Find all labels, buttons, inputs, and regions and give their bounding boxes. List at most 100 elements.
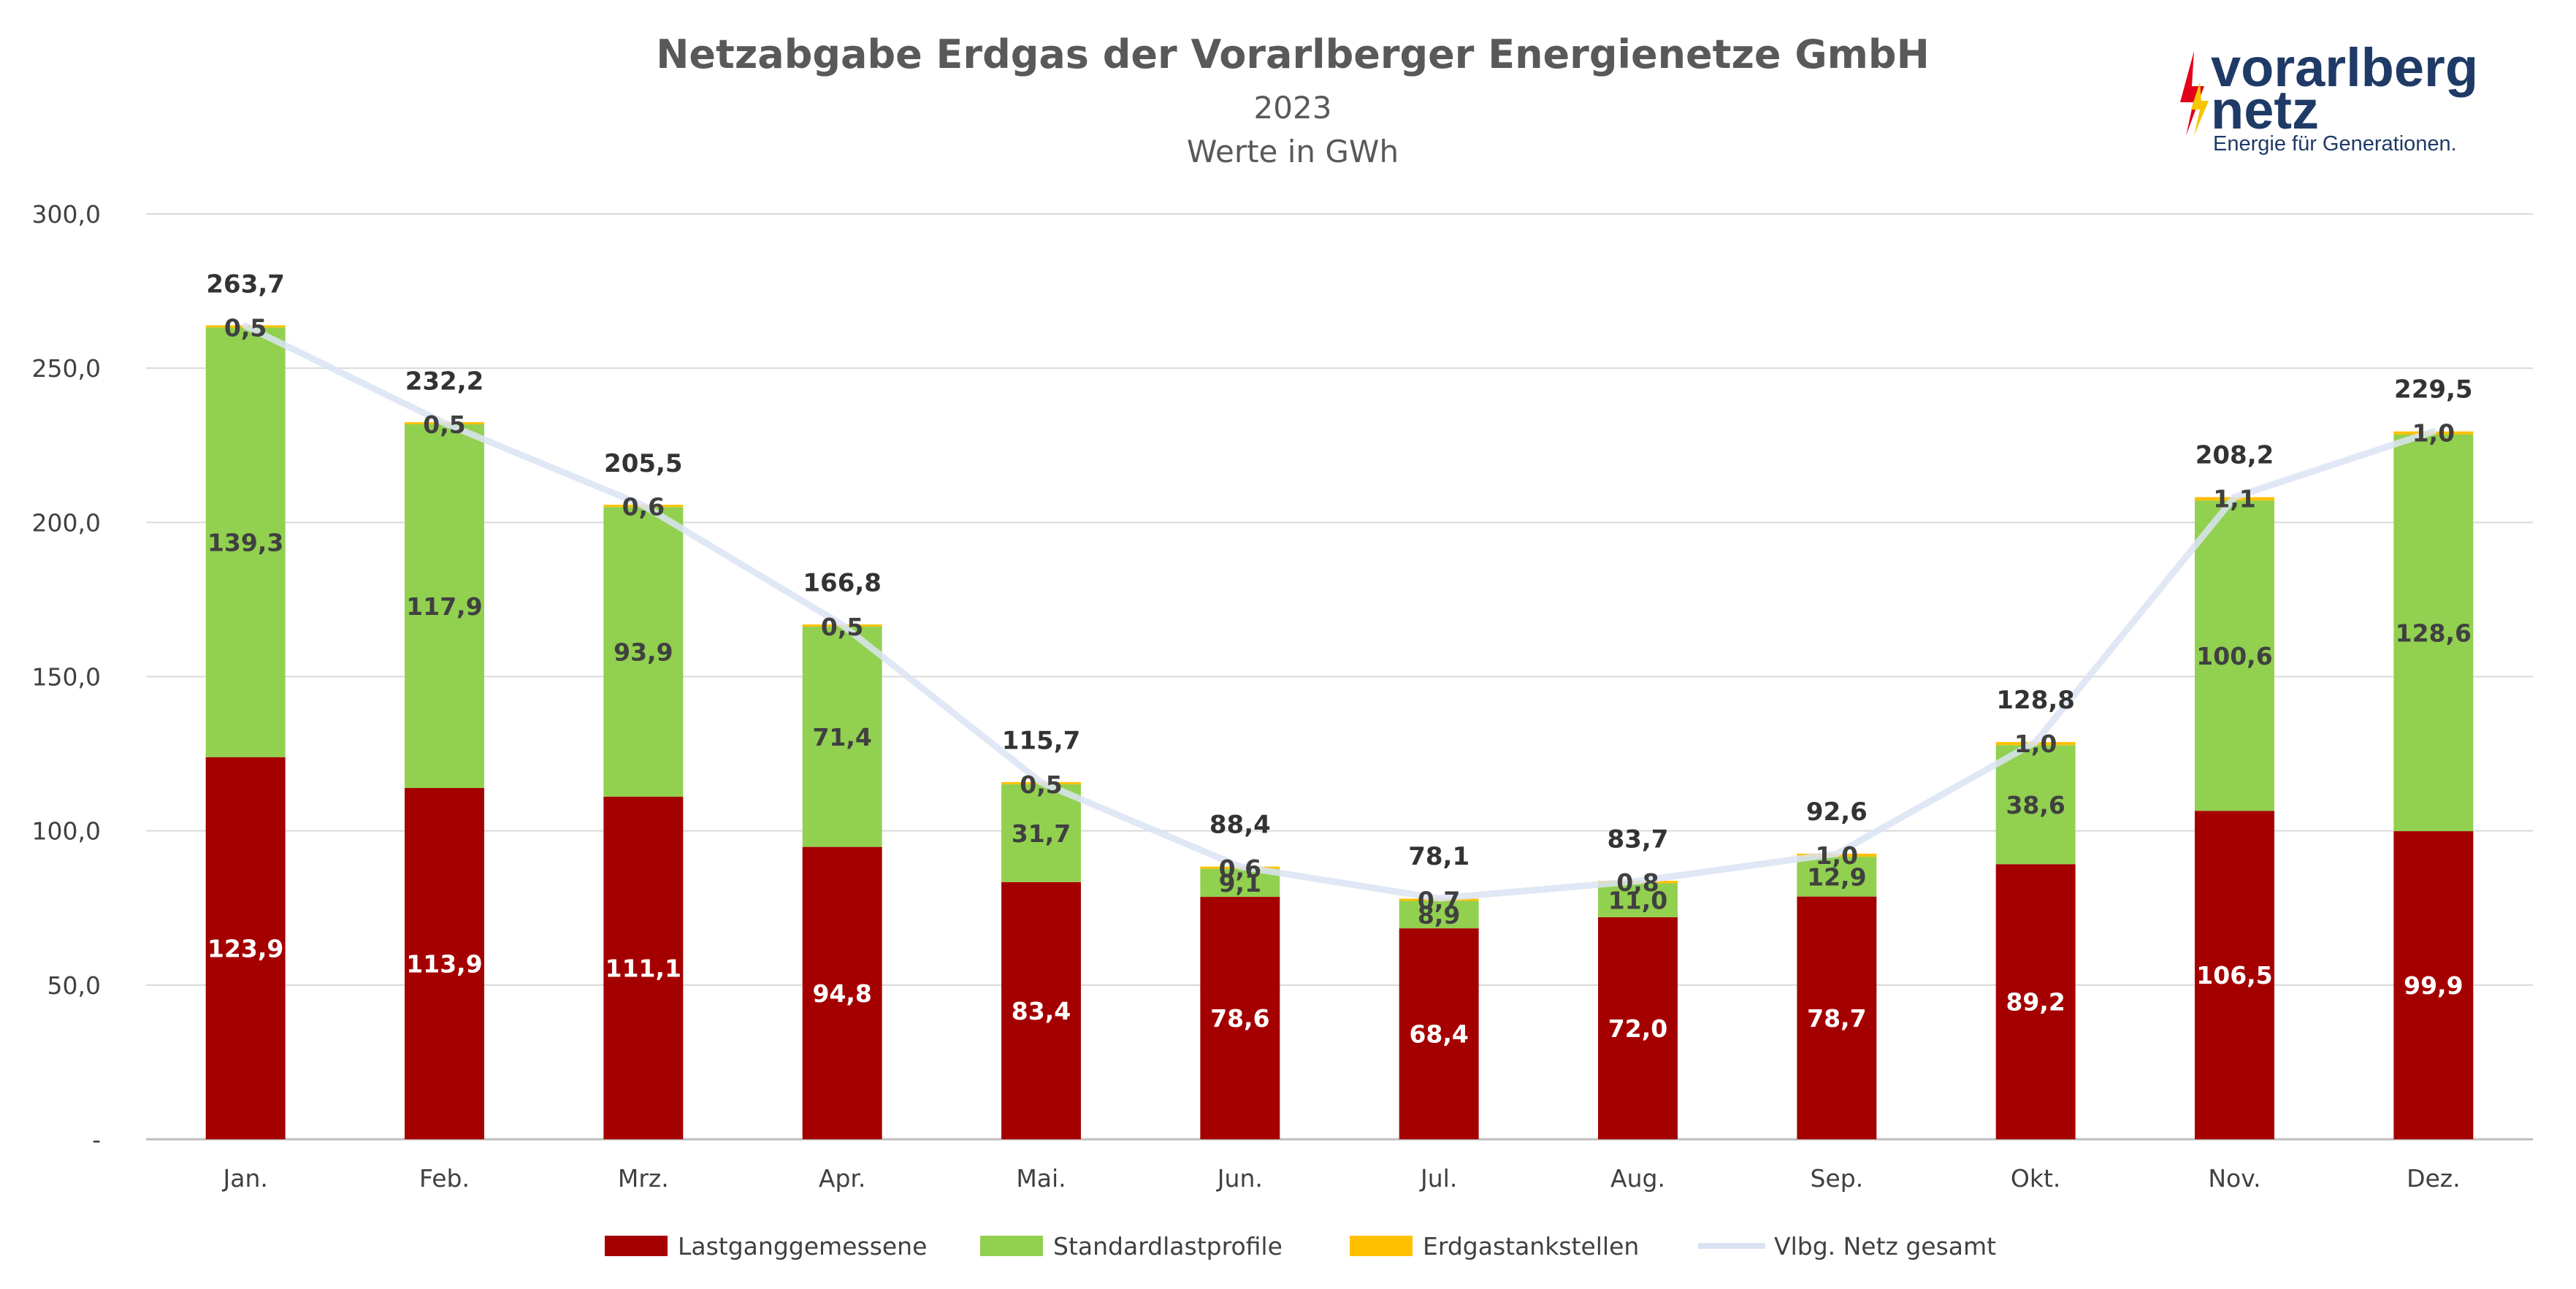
x-tick-label: Sep. — [1810, 1164, 1863, 1193]
total-value-label: 88,4 — [1209, 811, 1271, 840]
bar-value-label: 11,0 — [1608, 887, 1667, 915]
legend-label: Vlbg. Netz gesamt — [1774, 1232, 1996, 1261]
y-axis: - 50,0 100,0 150,0 200,0 250,0 300,0 — [32, 200, 101, 1154]
chart-subtitle: 2023 — [1254, 90, 1332, 126]
legend-label: Lastganggemessene — [678, 1232, 927, 1261]
x-tick-label: Mrz. — [618, 1164, 669, 1193]
chart-unit-subtitle: Werte in GWh — [1187, 134, 1399, 169]
x-tick-label: Jul. — [1419, 1164, 1457, 1193]
bar-value-label: 89,2 — [2006, 988, 2065, 1017]
total-line — [242, 322, 2437, 902]
bar-standardlastprofile — [1797, 857, 1877, 897]
data-labels: 123,9 139,3 0,5 263,7 113,9 117,9 0,5 232,2 111,… — [206, 269, 2472, 1048]
bar-value-label: 1,0 — [2014, 730, 2057, 758]
total-value-label: 263,7 — [206, 269, 285, 299]
bar-standardlastprofile — [405, 424, 484, 788]
bar-lastganggemessene — [1797, 896, 1877, 1139]
legend-label: Erdgastankstellen — [1423, 1232, 1639, 1261]
y-tick-label: - — [92, 1125, 101, 1154]
y-tick-label: 200,0 — [32, 508, 101, 537]
y-tick-label: 300,0 — [32, 200, 101, 229]
y-tick-label: 50,0 — [47, 971, 101, 1000]
logo-flash-red — [2180, 51, 2204, 136]
logo-line1: vorarlberg — [2211, 37, 2478, 98]
bar-lastganggemessene — [205, 757, 286, 1139]
logo-flash-yellow — [2191, 82, 2209, 136]
bar-value-label: 1,0 — [2412, 419, 2455, 448]
bar-value-label: 117,9 — [406, 592, 482, 621]
bar-standardlastprofile — [1399, 900, 1479, 929]
bar-value-label: 0,5 — [821, 613, 863, 641]
x-tick-label: Apr. — [819, 1164, 866, 1193]
bar-value-label: 83,4 — [1012, 997, 1071, 1025]
bar-lastganggemessene — [603, 796, 684, 1139]
total-value-label: 92,6 — [1806, 798, 1868, 827]
total-value-label: 229,5 — [2394, 375, 2473, 405]
total-value-label: 166,8 — [803, 569, 882, 598]
bar-value-label: 106,5 — [2196, 961, 2272, 990]
bar-lastganggemessene — [1598, 917, 1678, 1139]
bar-lastganggemessene — [1399, 928, 1479, 1139]
bar-standardlastprofile — [802, 627, 882, 847]
legend: Lastganggemessene Standardlastprofile Erdg… — [605, 1232, 1996, 1261]
x-tick-label: Nov. — [2208, 1164, 2260, 1193]
bar-value-label: 12,9 — [1807, 862, 1866, 891]
legend-swatch — [1350, 1236, 1413, 1256]
legend-label: Standardlastprofile — [1053, 1232, 1283, 1261]
bar-lastganggemessene — [405, 787, 484, 1139]
bar-lastganggemessene — [1200, 897, 1280, 1139]
x-tick-label: Feb. — [419, 1164, 470, 1193]
bar-value-label: 78,7 — [1807, 1004, 1866, 1033]
total-value-label: 128,8 — [1996, 686, 2075, 715]
bar-value-label: 31,7 — [1012, 819, 1071, 848]
bar-standardlastprofile — [1995, 745, 2076, 865]
total-value-label: 208,2 — [2195, 441, 2274, 470]
bar-standardlastprofile — [1598, 883, 1678, 917]
bar-value-label: 78,6 — [1210, 1004, 1269, 1033]
chart-title: Netzabgabe Erdgas der Vorarlberger Energ… — [656, 31, 1930, 77]
bar-lastganggemessene — [2393, 831, 2474, 1139]
x-tick-label: Jun. — [1216, 1164, 1263, 1193]
bar-value-label: 8,9 — [1418, 900, 1460, 929]
y-tick-label: 150,0 — [32, 663, 101, 692]
bar-value-label: 0,5 — [423, 410, 465, 439]
bar-value-label: 99,9 — [2404, 971, 2463, 1000]
bar-lastganggemessene — [2195, 811, 2274, 1139]
bar-value-label: 100,6 — [2196, 642, 2272, 670]
x-tick-label: Okt. — [2011, 1164, 2061, 1193]
bar-standardlastprofile — [2393, 434, 2474, 832]
x-tick-label: Aug. — [1610, 1164, 1665, 1193]
bar-value-label: 1,0 — [1816, 841, 1858, 870]
bar-value-label: 0,6 — [1219, 854, 1261, 883]
bar-value-label: 93,9 — [614, 638, 673, 667]
bar-standardlastprofile — [1001, 784, 1081, 882]
bar-value-label: 0,5 — [1020, 770, 1062, 799]
legend-swatch — [605, 1236, 668, 1256]
total-value-label: 115,7 — [1002, 726, 1081, 755]
bar-value-label: 128,6 — [2396, 619, 2472, 648]
bar-value-label: 0,6 — [622, 493, 665, 521]
chart-titles: Netzabgabe Erdgas der Vorarlberger Energ… — [656, 31, 1930, 169]
total-value-label: 205,5 — [604, 449, 683, 478]
bar-lastganggemessene — [802, 846, 882, 1139]
gridlines — [146, 213, 2533, 1141]
y-tick-label: 100,0 — [32, 817, 101, 846]
total-line-path — [242, 322, 2437, 902]
bar-value-label: 1,1 — [2213, 485, 2255, 513]
bar-standardlastprofile — [603, 507, 684, 797]
bar-value-label: 94,8 — [812, 979, 871, 1008]
vorarlberg-netz-logo: vorarlberg netz Energie für Generationen… — [2180, 37, 2478, 156]
total-value-label: 78,1 — [1408, 842, 1469, 871]
bar-value-label: 0,7 — [1418, 887, 1460, 915]
logo-line2: netz — [2211, 80, 2319, 140]
bar-value-label: 0,8 — [1616, 868, 1659, 897]
bar-value-label: 123,9 — [207, 934, 283, 963]
bar-value-label: 9,1 — [1219, 869, 1261, 898]
total-value-label: 83,7 — [1608, 825, 1669, 854]
bar-standardlastprofile — [205, 327, 286, 757]
total-value-label: 232,2 — [405, 367, 484, 396]
legend-swatch — [980, 1236, 1043, 1256]
x-tick-label: Mai. — [1016, 1164, 1066, 1193]
bar-value-label: 71,4 — [812, 723, 871, 751]
